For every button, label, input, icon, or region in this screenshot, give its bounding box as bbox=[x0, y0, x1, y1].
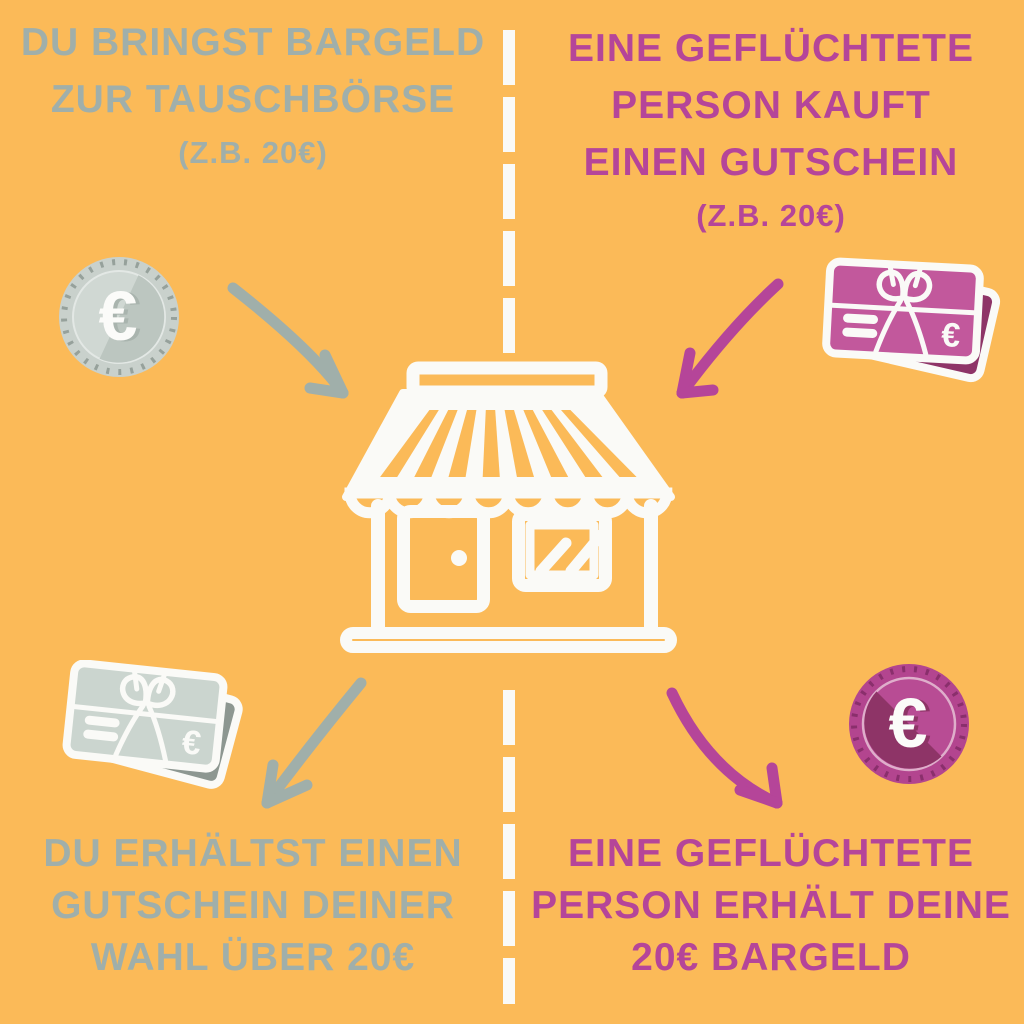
text-line: PERSON KAUFT bbox=[611, 84, 931, 127]
step-text-top-right: EINE GEFLÜCHTETE PERSON KAUFT EINEN GUTS… bbox=[518, 20, 1024, 241]
text-line: PERSON ERHÄLT DEINE bbox=[531, 884, 1011, 927]
text-line: EINEN GUTSCHEIN bbox=[583, 141, 959, 184]
text-line: WAHL ÜBER 20€ bbox=[90, 936, 416, 979]
gift-cards-gray-icon: € bbox=[62, 660, 243, 789]
svg-text:€: € bbox=[940, 316, 961, 355]
euro-coin-magenta-icon: € € bbox=[849, 664, 969, 784]
text-line: ZUR TAUSCHBÖRSE bbox=[50, 78, 456, 121]
text-line: GUTSCHEIN DEINER bbox=[51, 884, 455, 927]
text-line: EINE GEFLÜCHTETE bbox=[567, 27, 975, 70]
store-icon bbox=[340, 361, 677, 653]
text-line: DU BRINGST BARGELD bbox=[20, 21, 486, 64]
step-text-top-left: DU BRINGST BARGELD ZUR TAUSCHBÖRSE (Z.B.… bbox=[0, 14, 506, 178]
dashed-divider-bottom bbox=[503, 690, 515, 1004]
text-line: EINE GEFLÜCHTETE bbox=[567, 832, 975, 875]
text-note: (Z.B. 20€) bbox=[696, 198, 846, 233]
svg-text:€: € bbox=[889, 684, 928, 762]
dashed-divider-top bbox=[503, 30, 515, 355]
text-line: DU ERHÄLTST EINEN bbox=[43, 832, 463, 875]
svg-text:€: € bbox=[180, 723, 203, 763]
arrow-magenta-from-store-icon bbox=[666, 687, 783, 809]
step-text-bottom-left: DU ERHÄLTST EINEN GUTSCHEIN DEINER WAHL … bbox=[0, 828, 506, 984]
euro-coin-silver-icon: € € bbox=[59, 257, 179, 377]
text-line: 20€ BARGELD bbox=[631, 936, 911, 979]
gift-cards-magenta-icon: € bbox=[822, 257, 1001, 383]
step-text-bottom-right: EINE GEFLÜCHTETE PERSON ERHÄLT DEINE 20€… bbox=[518, 828, 1024, 984]
svg-text:€: € bbox=[103, 278, 142, 356]
text-note: (Z.B. 20€) bbox=[178, 135, 328, 170]
svg-text:€: € bbox=[99, 277, 138, 355]
arrow-gray-to-store-icon bbox=[227, 282, 349, 399]
arrow-gray-from-store-icon bbox=[261, 677, 367, 809]
arrow-magenta-to-store-icon bbox=[676, 278, 784, 399]
svg-text:€: € bbox=[893, 685, 932, 763]
